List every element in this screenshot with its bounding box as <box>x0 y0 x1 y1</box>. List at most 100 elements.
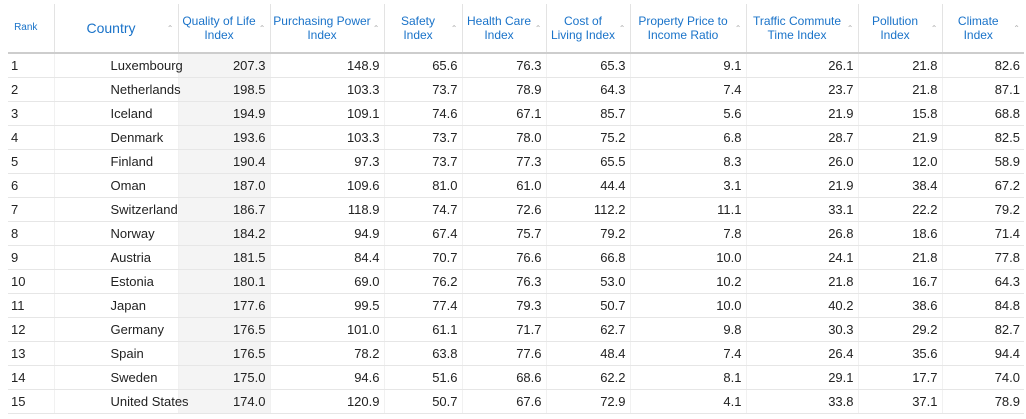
cell-ppi: 97.3 <box>269 149 384 174</box>
cell-ppi: 69.0 <box>269 269 384 294</box>
cell-rank: 15 <box>8 389 54 414</box>
cell-health: 79.3 <box>461 293 546 318</box>
column-header-climate[interactable]: Climate Index ⌃ <box>941 4 1024 54</box>
cell-col: 64.3 <box>545 77 630 102</box>
cell-climate: 78.9 <box>941 389 1024 414</box>
table-row: 3 Iceland 194.9 109.1 74.6 67.1 85.7 5.6 21.9 15.… <box>8 101 1024 126</box>
cell-traffic: 21.9 <box>745 101 858 126</box>
cell-safety: 74.7 <box>383 197 462 222</box>
cell-col: 65.3 <box>545 53 630 78</box>
table-row: 12 Germany 176.5 101.0 61.1 71.7 62.7 9.8 30.3 29… <box>8 317 1024 342</box>
cell-safety: 81.0 <box>383 173 462 198</box>
column-header-label: Health Care Index <box>466 14 532 42</box>
cell-pollution: 17.7 <box>857 365 942 390</box>
cell-ppir: 10.0 <box>629 293 746 318</box>
column-header-label: Purchasing Power Index <box>273 14 371 42</box>
sort-arrows-icon[interactable]: ⌃ <box>450 24 458 33</box>
cell-country: Iceland <box>53 101 178 126</box>
cell-health: 75.7 <box>461 221 546 246</box>
cell-qol: 190.4 <box>177 149 270 174</box>
table-header: Rank Country ⌃ Quality of Life Index ⌃ Purcha… <box>8 4 1024 54</box>
cell-pollution: 22.2 <box>857 197 942 222</box>
cell-ppir: 8.1 <box>629 365 746 390</box>
cell-pollution: 29.2 <box>857 317 942 342</box>
cell-health: 77.3 <box>461 149 546 174</box>
cell-country: Netherlands <box>53 77 181 102</box>
column-header-label: Climate Index <box>957 14 999 42</box>
cell-traffic: 24.1 <box>745 245 858 270</box>
column-header-qol[interactable]: Quality of Life Index ⌃ <box>177 4 270 54</box>
column-header-label: Rank <box>14 22 38 33</box>
cell-col: 65.5 <box>545 149 630 174</box>
cell-climate: 77.8 <box>941 245 1024 270</box>
cell-ppir: 5.6 <box>629 101 746 126</box>
cell-pollution: 21.8 <box>857 53 942 78</box>
cell-rank: 8 <box>8 221 54 246</box>
cell-rank: 14 <box>8 365 54 390</box>
cell-qol: 175.0 <box>177 365 270 390</box>
cell-pollution: 38.4 <box>857 173 942 198</box>
cell-traffic: 28.7 <box>745 125 858 150</box>
sort-arrows-icon[interactable]: ⌃ <box>734 24 742 33</box>
cell-traffic: 23.7 <box>745 77 858 102</box>
table-row: 7 Switzerland 186.7 118.9 74.7 72.6 112.2 11.1 3… <box>8 197 1024 222</box>
cell-qol: 174.0 <box>177 389 270 414</box>
cell-ppir: 7.4 <box>629 341 746 366</box>
cell-ppi: 103.3 <box>269 125 384 150</box>
cell-traffic: 40.2 <box>745 293 858 318</box>
cell-rank: 9 <box>8 245 54 270</box>
cell-climate: 82.7 <box>941 317 1024 342</box>
cell-climate: 82.6 <box>941 53 1024 78</box>
sort-arrows-icon[interactable]: ⌃ <box>166 24 174 33</box>
column-header-ppir[interactable]: Property Price to Income Ratio ⌃ <box>629 4 746 54</box>
column-header-country[interactable]: Country ⌃ <box>53 4 178 54</box>
column-header-traffic[interactable]: Traffic Commute Time Index ⌃ <box>745 4 858 54</box>
cell-rank: 7 <box>8 197 54 222</box>
cell-climate: 71.4 <box>941 221 1024 246</box>
cell-health: 76.6 <box>461 245 546 270</box>
cell-col: 75.2 <box>545 125 630 150</box>
cell-col: 48.4 <box>545 341 630 366</box>
cell-ppir: 10.2 <box>629 269 746 294</box>
sort-arrows-icon[interactable]: ⌃ <box>258 24 266 33</box>
column-header-col[interactable]: Cost of Living Index ⌃ <box>545 4 630 54</box>
cell-safety: 74.6 <box>383 101 462 126</box>
cell-qol: 180.1 <box>177 269 270 294</box>
cell-traffic: 21.8 <box>745 269 858 294</box>
cell-qol: 181.5 <box>177 245 270 270</box>
column-header-label: Safety Index <box>400 14 436 42</box>
sort-arrows-icon[interactable]: ⌃ <box>372 24 380 33</box>
column-header-label: Country <box>86 20 136 36</box>
cell-qol: 198.5 <box>177 77 270 102</box>
cell-traffic: 26.0 <box>745 149 858 174</box>
cell-col: 112.2 <box>545 197 630 222</box>
cell-rank: 13 <box>8 341 54 366</box>
cell-climate: 64.3 <box>941 269 1024 294</box>
cell-ppi: 78.2 <box>269 341 384 366</box>
sort-arrows-icon[interactable]: ⌃ <box>618 24 626 33</box>
column-header-ppi[interactable]: Purchasing Power Index ⌃ <box>269 4 384 54</box>
cell-safety: 73.7 <box>383 77 462 102</box>
cell-ppi: 109.6 <box>269 173 384 198</box>
cell-country: Sweden <box>53 365 178 390</box>
cell-qol: 207.3 <box>177 53 270 78</box>
column-header-pollution[interactable]: Pollution Index ⌃ <box>857 4 942 54</box>
cell-rank: 6 <box>8 173 54 198</box>
sort-arrows-icon[interactable]: ⌃ <box>534 24 542 33</box>
column-header-rank[interactable]: Rank <box>8 4 54 54</box>
cell-traffic: 26.4 <box>745 341 858 366</box>
cell-ppi: 118.9 <box>269 197 384 222</box>
cell-pollution: 38.6 <box>857 293 942 318</box>
cell-safety: 61.1 <box>383 317 462 342</box>
cell-health: 61.0 <box>461 173 546 198</box>
column-header-safety[interactable]: Safety Index ⌃ <box>383 4 462 54</box>
cell-safety: 73.7 <box>383 149 462 174</box>
sort-arrows-icon[interactable]: ⌃ <box>930 24 938 33</box>
sort-arrows-icon[interactable]: ⌃ <box>846 24 854 33</box>
column-header-health[interactable]: Health Care Index ⌃ <box>461 4 546 54</box>
cell-ppir: 6.8 <box>629 125 746 150</box>
cell-ppi: 120.9 <box>269 389 384 414</box>
cell-ppir: 9.1 <box>629 53 746 78</box>
table-row: 8 Norway 184.2 94.9 67.4 75.7 79.2 7.8 26.8 18.6 7… <box>8 221 1024 246</box>
sort-arrows-icon[interactable]: ⌃ <box>1013 24 1020 33</box>
